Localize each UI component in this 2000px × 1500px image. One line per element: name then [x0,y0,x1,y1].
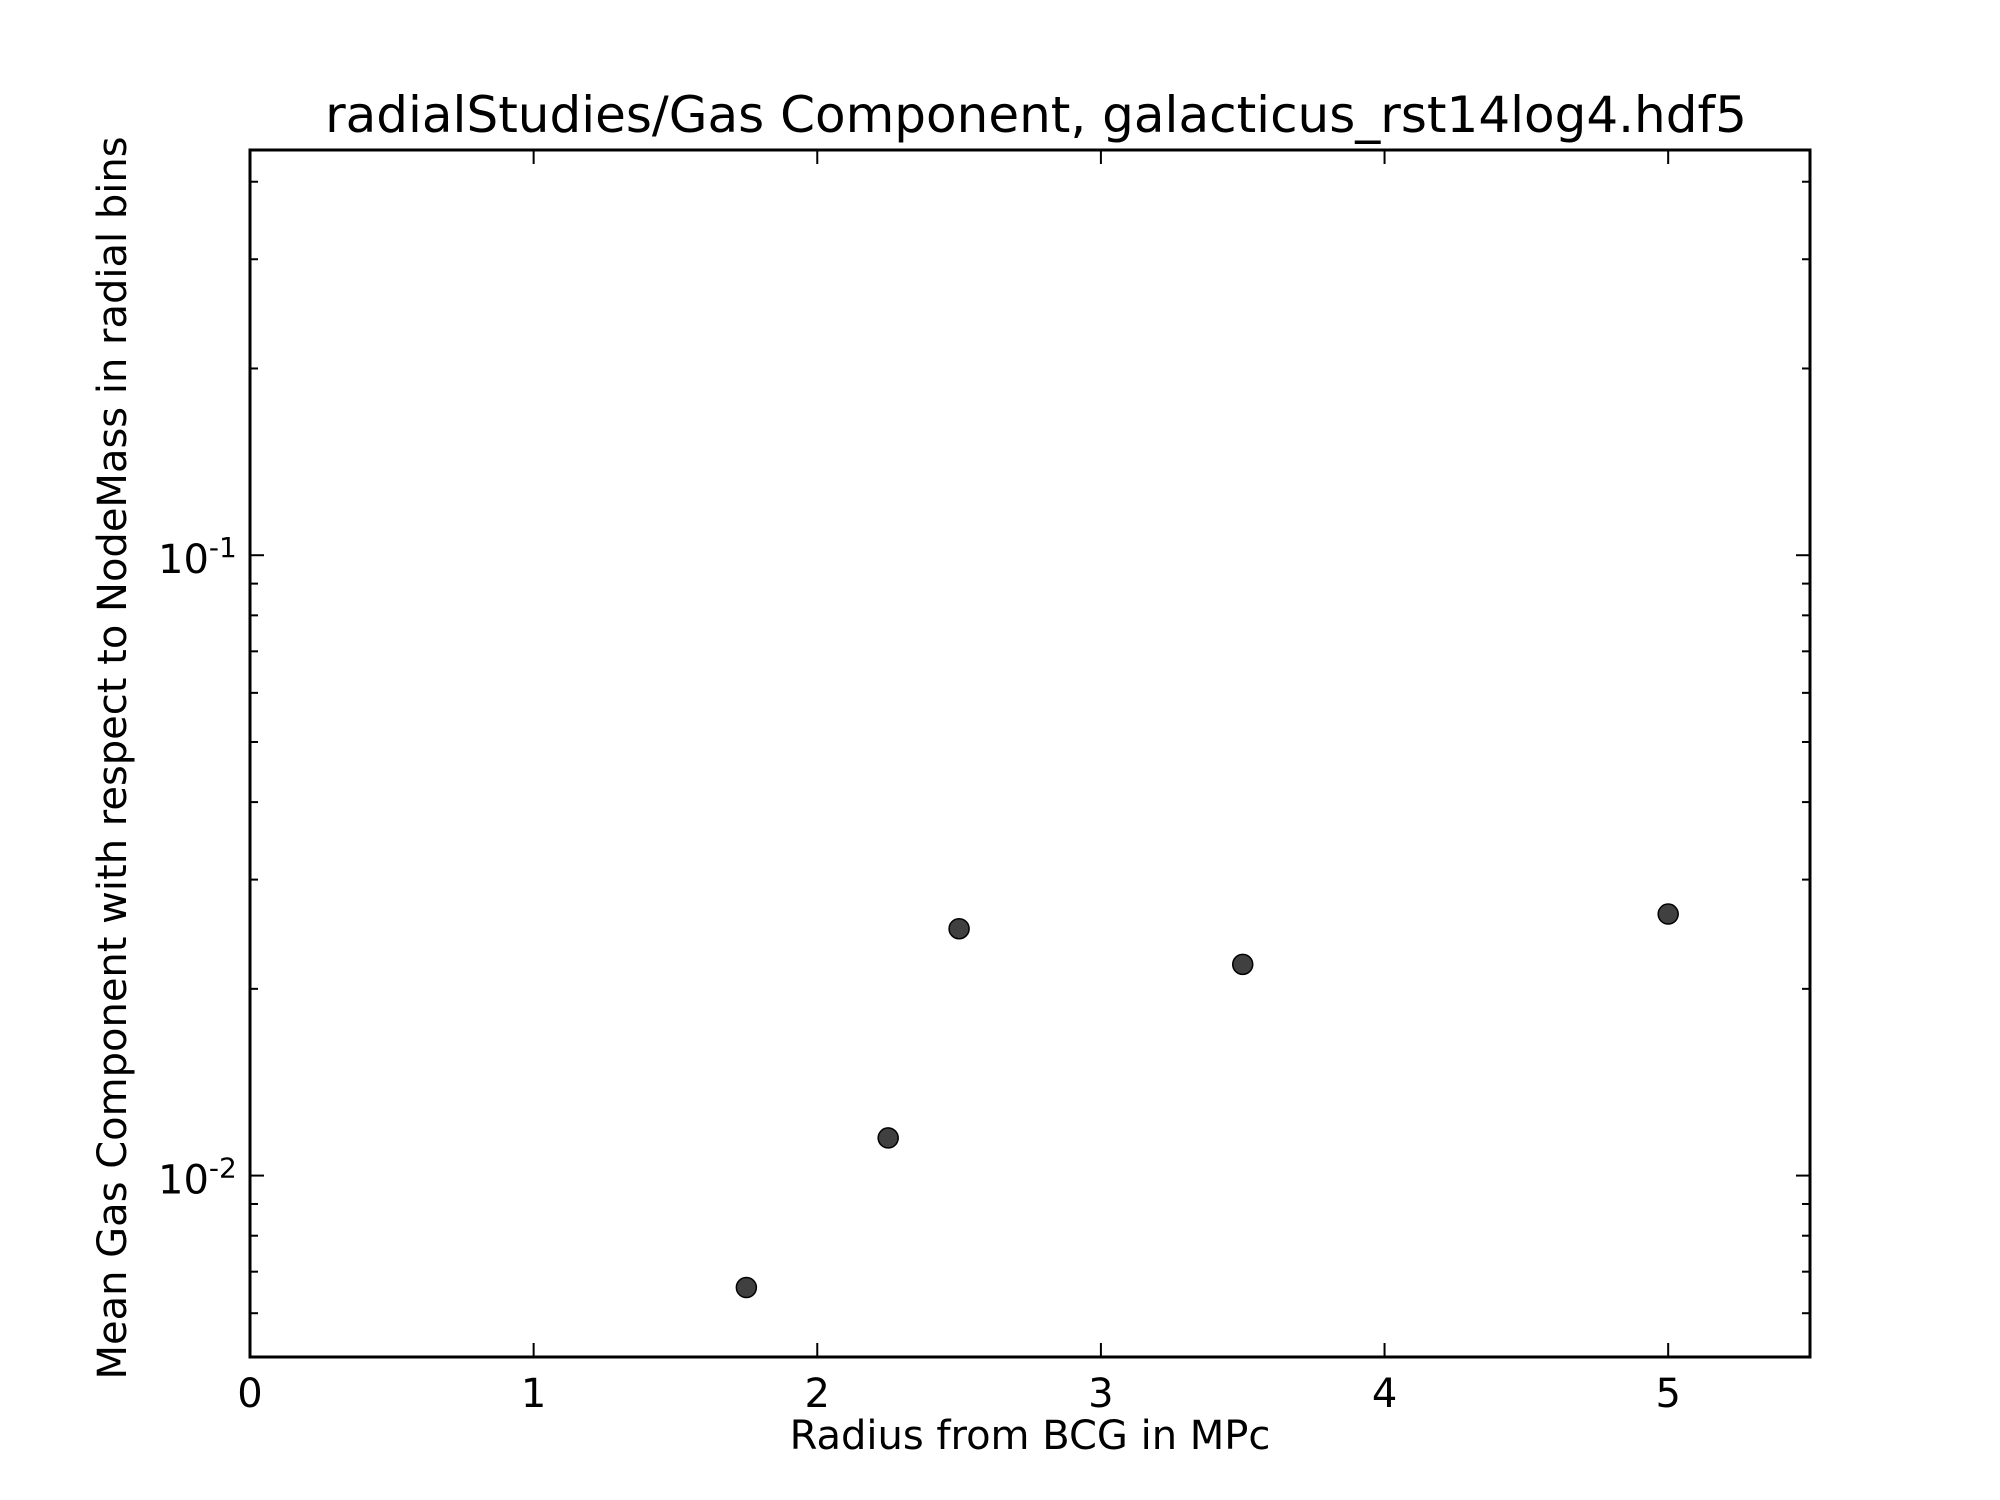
plot-area [248,148,1812,1359]
y-tick-label: 10-1 [158,531,237,583]
y-tick-label: 10-2 [158,1152,237,1204]
y-axis-label: Mean Gas Component with respect to NodeM… [90,136,136,1379]
x-tick-label: 4 [1372,1371,1397,1417]
y-tick-labels: 10-1 10-2 [158,531,237,1203]
x-tick-label: 1 [521,1371,546,1417]
chart-title: radialStudies/Gas Component, galacticus_… [325,86,1747,144]
x-tick-label: 0 [237,1371,262,1417]
data-point-1 [877,1127,899,1149]
data-point-0 [735,1276,758,1299]
axis-ticks [249,150,1810,1357]
data-point-4 [1657,903,1679,925]
data-point-3 [1231,953,1254,976]
data-points [735,903,1679,1299]
x-axis-label: Radius from BCG in MPc [790,1413,1271,1459]
plot-frame [248,148,1812,1359]
x-tick-labels: 0 1 2 3 4 5 [237,1371,1681,1417]
x-tick-label: 3 [1088,1371,1113,1417]
x-tick-label: 5 [1655,1371,1680,1417]
data-point-2 [948,917,970,940]
x-tick-label: 2 [805,1371,830,1417]
